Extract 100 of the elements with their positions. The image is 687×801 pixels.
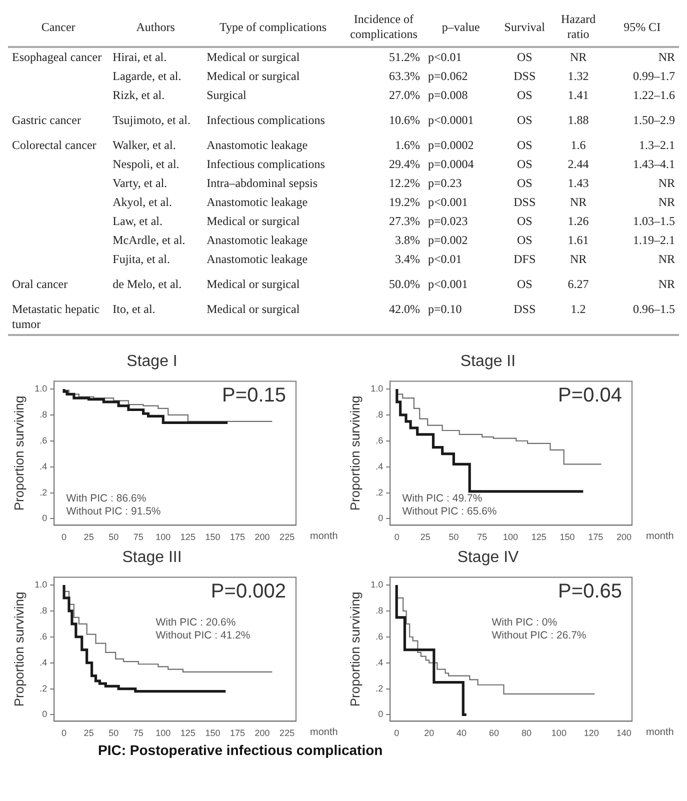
category-label: Authors — [135, 18, 176, 36]
y-tick-label: .8 — [40, 409, 48, 420]
x-tick-label: 140 — [616, 728, 632, 738]
text: 27.3% — [389, 214, 420, 228]
annotation: With PIC : 86.6% — [66, 492, 146, 505]
annotation: P=0.04 — [558, 384, 622, 407]
x-tick-label: 175 — [230, 532, 246, 542]
text: Esophageal cancer — [12, 50, 102, 64]
text: OS — [516, 176, 532, 190]
text: Anastomotic leakage — [206, 195, 308, 209]
y-tick-label: 0 — [42, 513, 48, 524]
x-axis-title: month — [646, 726, 674, 738]
text: OS — [516, 214, 532, 228]
y-tick-label: .4 — [40, 657, 48, 668]
x-tick-label: 75 — [133, 728, 144, 738]
text: NR — [570, 195, 587, 209]
text: OS — [516, 157, 532, 171]
text: Medical or surgical — [206, 302, 300, 316]
text: NR — [570, 252, 587, 266]
text: 1.50–2.9 — [633, 113, 675, 127]
text: 0.99–1.7 — [633, 69, 675, 83]
text: Lagarde, et al. — [112, 69, 182, 83]
x-tick-label: 100 — [156, 728, 171, 738]
annotation: With PIC : 49.7% — [402, 492, 482, 505]
text: DFS — [514, 252, 536, 266]
text: Infectious complications — [206, 113, 325, 127]
annotation: Without PIC : 26.7% — [492, 630, 586, 642]
y-axis-title: Proportion surviving — [347, 592, 362, 707]
text: OS — [516, 50, 532, 64]
y-tick-label: 1.0 — [34, 579, 48, 590]
text: Intra–abdominal sepsis — [206, 176, 318, 190]
x-tick-label: 200 — [254, 728, 270, 738]
y-tick-label: .2 — [40, 487, 48, 498]
y-tick-label: .6 — [40, 631, 48, 642]
text: p=0.023 — [428, 214, 468, 228]
text: 1.32 — [568, 69, 589, 83]
y-tick-label: 0 — [42, 709, 48, 720]
x-tick-label: 75 — [133, 532, 144, 542]
text: 1.3–2.1 — [639, 138, 675, 152]
x-tick-label: 125 — [180, 728, 196, 738]
x-tick-label: 150 — [560, 532, 575, 542]
text: 51.2% — [389, 50, 420, 64]
text: p<0.001 — [428, 277, 468, 291]
text: Medical or surgical — [206, 277, 300, 291]
text: p=0.062 — [428, 69, 468, 83]
text: 27.0% — [389, 88, 420, 102]
text: 0.96–1.5 — [633, 302, 675, 316]
text: Law, et al. — [112, 214, 163, 228]
category-label: Survival — [503, 18, 546, 36]
x-tick-label: 225 — [280, 532, 295, 542]
text: OS — [516, 138, 532, 152]
x-tick-label: 175 — [230, 728, 246, 738]
category-label: Incidence of complications — [349, 11, 418, 43]
y-tick-label: .2 — [376, 683, 384, 694]
text: 1.43 — [568, 176, 589, 190]
x-tick-label: 25 — [420, 532, 430, 542]
y-axis-title: Proportion surviving — [11, 592, 26, 707]
text: 50.0% — [389, 277, 420, 291]
annotation: With PIC : 20.6% — [156, 616, 236, 629]
text: Hirai, et al. — [112, 50, 167, 64]
text: 1.41 — [568, 88, 589, 102]
x-tick-label: 0 — [62, 532, 67, 542]
chart-title: Stage IV — [457, 549, 520, 566]
x-tick-label: 200 — [254, 532, 270, 542]
text: p=0.0002 — [428, 138, 474, 152]
text: PIC: Postoperative infectious complication — [98, 742, 384, 758]
text: 10.6% — [389, 113, 420, 127]
y-tick-label: 1.0 — [34, 383, 48, 394]
y-tick-label: .2 — [376, 487, 384, 498]
text: p=0.23 — [428, 176, 462, 190]
text: p<0.001 — [428, 195, 468, 209]
text: McArdle, et al. — [112, 233, 186, 247]
text: 2.44 — [568, 157, 589, 171]
y-tick-label: .2 — [40, 683, 48, 694]
text: 1.61 — [568, 233, 589, 247]
text: Ito, et al. — [112, 302, 156, 316]
text: Medical or surgical — [206, 50, 300, 64]
x-tick-label: 40 — [456, 728, 467, 738]
y-axis-title: Proportion surviving — [11, 396, 26, 511]
text: Oral cancer — [12, 277, 68, 291]
text: 29.4% — [389, 157, 420, 171]
annotation: Without PIC : 91.5% — [66, 506, 161, 518]
x-tick-label: 200 — [616, 532, 632, 542]
text: p<0.01 — [428, 252, 462, 266]
text: NR — [658, 195, 675, 209]
y-tick-label: .8 — [40, 605, 48, 616]
x-tick-label: 50 — [448, 532, 459, 542]
text: NR — [658, 50, 675, 64]
y-tick-label: .4 — [376, 657, 384, 668]
x-tick-label: 25 — [84, 728, 94, 738]
category-label: 95% CI — [622, 18, 662, 36]
x-tick-label: 50 — [108, 532, 119, 542]
y-axis-title: Proportion surviving — [347, 396, 362, 511]
text: NR — [570, 50, 587, 64]
x-tick-label: 75 — [477, 532, 488, 542]
text: NR — [658, 176, 675, 190]
category-label: Type of complications — [218, 18, 328, 36]
text: NR — [658, 277, 675, 291]
text: Metastatic hepatic tumor — [12, 302, 100, 331]
text: 3.8% — [395, 233, 420, 247]
